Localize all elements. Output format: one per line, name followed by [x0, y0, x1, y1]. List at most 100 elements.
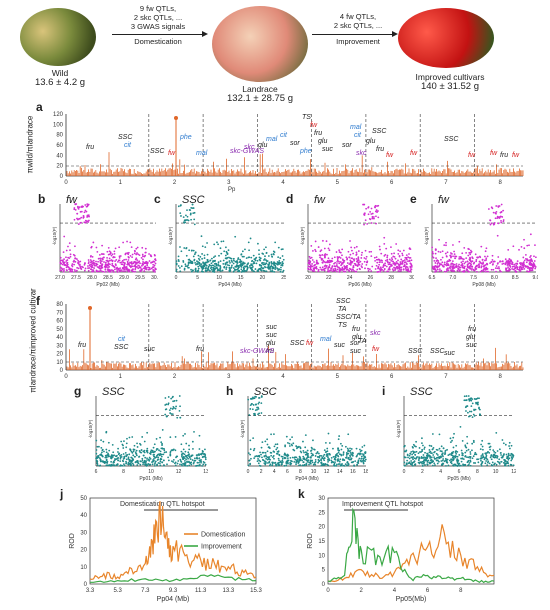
snp-point	[201, 452, 204, 455]
snp-point	[265, 457, 268, 460]
snp-point	[469, 262, 472, 265]
snp-point	[148, 260, 151, 262]
snp-point	[200, 458, 202, 461]
gene-label: mal	[196, 150, 208, 157]
snp-point	[194, 268, 197, 271]
snp-point	[476, 458, 478, 461]
snp-point	[354, 270, 357, 273]
snp-point	[90, 254, 92, 257]
snp-point	[327, 456, 329, 459]
snp-point	[73, 263, 76, 266]
snp-point	[346, 461, 349, 464]
snp-point	[111, 253, 114, 256]
snp-point	[534, 256, 537, 259]
snp-point	[440, 258, 442, 261]
snp-point	[172, 405, 175, 408]
y-axis-label: -log10(P)	[88, 419, 93, 438]
snp-point	[144, 254, 147, 257]
snp-point	[218, 269, 221, 272]
snp-point	[84, 204, 87, 206]
gene-label: skc	[370, 330, 381, 337]
snp-point	[405, 258, 408, 261]
snp-point	[361, 460, 364, 462]
snp-point	[408, 253, 410, 255]
snp-point	[355, 253, 358, 255]
snp-point	[483, 270, 486, 273]
snp-point	[281, 261, 284, 263]
snp-point	[151, 451, 154, 454]
snp-point	[478, 406, 480, 409]
snp-point	[382, 266, 384, 269]
snp-point	[433, 462, 436, 465]
snp-point	[328, 442, 331, 444]
snp-point	[209, 269, 211, 272]
snp-point	[428, 449, 431, 451]
snp-point	[223, 250, 226, 253]
x-tick-label: 30	[409, 275, 414, 281]
snp-point	[355, 245, 358, 248]
snp-point	[437, 261, 440, 264]
snp-point	[136, 442, 138, 445]
x-tick-label: 8.5	[512, 275, 519, 281]
snp-point	[257, 242, 259, 245]
snp-point	[406, 453, 409, 456]
snp-point	[338, 271, 341, 273]
snp-point	[527, 259, 529, 262]
snp-point	[80, 221, 82, 224]
snp-point	[337, 447, 340, 450]
snp-point	[496, 450, 499, 452]
snp-point	[249, 453, 252, 456]
snp-point	[89, 259, 92, 261]
snp-point	[119, 456, 122, 459]
snp-point	[144, 247, 147, 250]
snp-point	[138, 456, 140, 458]
snp-point	[123, 267, 125, 269]
snp-point	[341, 445, 344, 447]
y-axis-label: -log10(P)	[300, 226, 305, 245]
x-tick-label: 6	[458, 469, 461, 475]
snp-point	[374, 204, 377, 207]
snp-point	[329, 453, 331, 456]
snp-point	[147, 462, 150, 465]
snp-point	[336, 459, 339, 462]
gene-label: SSC	[114, 344, 129, 351]
snp-point	[215, 267, 218, 270]
snp-point	[97, 456, 100, 459]
snp-point	[249, 439, 252, 442]
x-tick-label: 22	[326, 275, 332, 281]
snp-point	[424, 463, 426, 466]
snp-point	[131, 253, 134, 256]
snp-point	[270, 253, 273, 256]
snp-point	[414, 454, 417, 456]
snp-point	[188, 444, 190, 447]
snp-point	[510, 452, 513, 455]
snp-point	[200, 270, 203, 273]
y-tick-label: 30	[318, 496, 325, 502]
snp-point	[321, 254, 324, 256]
snp-point	[185, 247, 188, 249]
snp-point	[419, 451, 421, 453]
snp-point	[512, 245, 515, 248]
x-tick-label: 0	[175, 275, 178, 281]
snp-point	[457, 267, 460, 270]
y-tick-label: 5	[322, 568, 326, 574]
snp-point	[322, 239, 324, 242]
snp-point	[495, 431, 498, 434]
snp-point	[361, 263, 364, 265]
snp-point	[126, 240, 128, 243]
domestication-label: Domestication	[134, 37, 182, 46]
snp-point	[436, 266, 439, 269]
gene-label: fru	[352, 326, 361, 333]
snp-point	[472, 413, 475, 416]
snp-point	[228, 270, 231, 273]
x-axis-label: Pp01 (Mb)	[139, 476, 163, 482]
snp-point	[149, 457, 152, 460]
snp-point	[327, 270, 330, 272]
snp-point	[125, 266, 127, 268]
snp-point	[435, 452, 438, 455]
snp-point	[192, 462, 195, 465]
snp-point	[178, 395, 181, 397]
snp-point	[74, 208, 77, 211]
snp-point	[74, 245, 76, 248]
